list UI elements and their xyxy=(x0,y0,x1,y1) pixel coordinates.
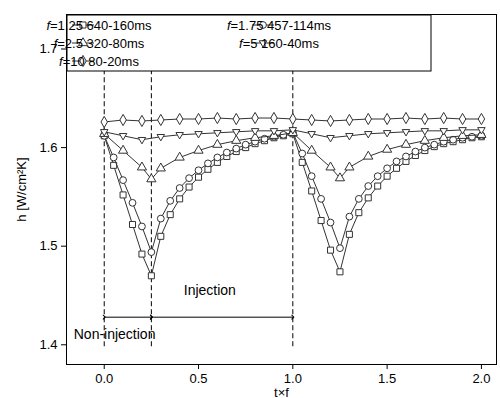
svg-text:f=10 80-20ms: f=10 80-20ms xyxy=(59,54,139,69)
svg-text:1.6: 1.6 xyxy=(39,140,57,155)
svg-text:Injection: Injection xyxy=(184,282,236,298)
svg-text:1.0: 1.0 xyxy=(284,371,302,386)
svg-text:f=1.25 640-160ms: f=1.25 640-160ms xyxy=(46,18,152,33)
svg-text:f=5 160-40ms: f=5 160-40ms xyxy=(239,36,319,51)
svg-text:Non-injection: Non-injection xyxy=(74,326,156,342)
svg-text:1.5: 1.5 xyxy=(378,371,396,386)
svg-text:t×f: t×f xyxy=(274,385,289,398)
svg-text:f=1.75 457-114ms: f=1.75 457-114ms xyxy=(227,18,332,33)
svg-text:0.5: 0.5 xyxy=(189,371,207,386)
svg-text:1.5: 1.5 xyxy=(39,238,57,253)
svg-text:h [W/cm²K]: h [W/cm²K] xyxy=(14,157,29,221)
svg-text:2.0: 2.0 xyxy=(472,371,490,386)
svg-text:1.7: 1.7 xyxy=(39,41,58,57)
svg-text:1.4: 1.4 xyxy=(39,337,57,352)
svg-text:f=2.5 320-80ms: f=2.5 320-80ms xyxy=(54,36,145,51)
svg-text:0.0: 0.0 xyxy=(95,371,113,386)
